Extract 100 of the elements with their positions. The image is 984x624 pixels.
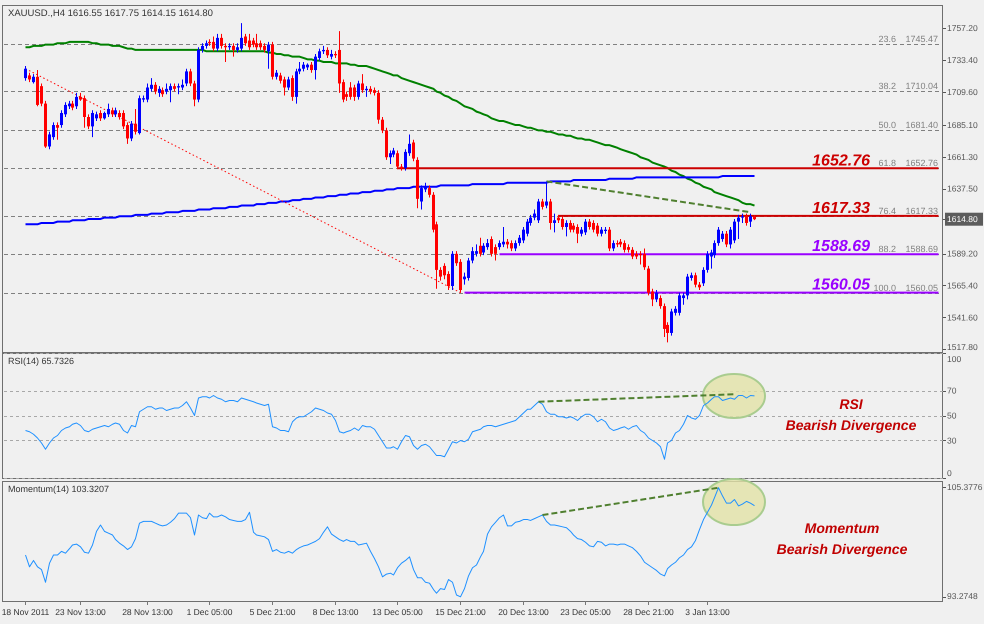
candlestick xyxy=(745,213,748,226)
ref-line-label: 50.0 1681.40 xyxy=(878,120,938,130)
candlestick xyxy=(381,116,384,134)
y-tick-label: 1685.10 xyxy=(947,120,978,130)
candlestick xyxy=(584,218,587,236)
candlestick xyxy=(240,22,243,52)
y-tick-label: 70 xyxy=(947,385,957,396)
candlestick xyxy=(193,80,196,107)
candlestick xyxy=(114,107,117,118)
candlestick xyxy=(275,70,278,80)
candlestick xyxy=(482,242,485,256)
candlestick xyxy=(608,226,611,252)
candlestick xyxy=(467,257,470,282)
y-tick-label: 1733.40 xyxy=(947,55,978,66)
x-tick-label: 18 Nov 2011 xyxy=(2,607,50,617)
series-label: 1617.33 xyxy=(812,200,870,217)
x-tick-label: 15 Dec 21:00 xyxy=(435,607,486,617)
candlestick xyxy=(592,220,595,233)
y-tick-label: 50 xyxy=(947,410,957,420)
x-tick-label: 20 Dec 13:00 xyxy=(498,607,550,617)
ref-line-label: 38.2 1710.04 xyxy=(878,81,938,91)
candlestick xyxy=(612,240,615,252)
candlestick xyxy=(514,240,517,252)
chart-title: RSI(14) 65.7326 xyxy=(8,356,74,366)
candlestick xyxy=(220,33,223,50)
candlestick xyxy=(389,150,392,164)
candlestick xyxy=(694,272,697,288)
candlestick xyxy=(471,246,474,264)
candlestick xyxy=(252,37,255,48)
y-tick-label: 1589.20 xyxy=(947,248,978,259)
x-tick-label: 8 Dec 13:00 xyxy=(312,607,359,617)
candlestick xyxy=(349,82,352,100)
candlestick xyxy=(600,226,603,237)
candlestick xyxy=(259,40,262,50)
candlestick xyxy=(56,122,59,140)
candlestick xyxy=(631,246,634,260)
series-label: 1560.05 xyxy=(812,276,872,294)
y-tick-label: 1517.80 xyxy=(947,342,978,352)
candlestick xyxy=(91,110,94,138)
candlestick xyxy=(357,80,360,100)
candlestick xyxy=(537,198,540,224)
candlestick xyxy=(212,36,215,52)
candlestick xyxy=(146,82,149,103)
candlestick xyxy=(263,42,266,54)
y-tick-label: 1637.50 xyxy=(947,184,978,194)
candlestick xyxy=(576,224,579,244)
candlestick xyxy=(279,72,282,84)
candlestick xyxy=(420,184,423,210)
candlestick xyxy=(111,107,114,118)
candlestick xyxy=(678,292,681,316)
candlestick xyxy=(353,84,356,102)
candlestick xyxy=(216,33,219,52)
y-tick-label: 100 xyxy=(947,354,962,364)
candlestick xyxy=(428,184,431,198)
candlestick xyxy=(134,108,137,135)
candlestick xyxy=(643,248,646,270)
candlestick xyxy=(439,266,442,282)
candlestick xyxy=(549,198,552,230)
x-tick-label: 23 Dec 05:00 xyxy=(560,607,612,617)
x-tick-label: 5 Dec 21:00 xyxy=(250,607,296,617)
candlestick xyxy=(189,68,192,87)
candlestick xyxy=(177,82,180,95)
candlestick xyxy=(154,82,157,95)
x-tick-label: 1 Dec 05:00 xyxy=(186,607,233,617)
candlestick xyxy=(255,33,258,50)
candlestick xyxy=(302,62,305,72)
y-tick-label: 1541.60 xyxy=(947,312,978,322)
candlestick xyxy=(475,244,478,257)
candlestick xyxy=(498,240,501,250)
candlestick xyxy=(185,68,188,87)
chart-title: XAUUSD.,H4 1616.55 1617.75 1614.15 1614.80 xyxy=(8,8,213,19)
candlestick xyxy=(510,240,513,252)
x-tick-label: 23 Nov 13:00 xyxy=(55,607,106,617)
y-tick-label: 0 xyxy=(947,468,952,478)
y-tick-label: 30 xyxy=(947,435,957,446)
candlestick xyxy=(737,214,740,240)
candlestick xyxy=(596,222,599,237)
candlestick xyxy=(553,213,556,233)
candlestick xyxy=(71,100,74,111)
candlestick xyxy=(588,218,591,230)
series-label: 1652.76 xyxy=(812,152,870,170)
candlestick xyxy=(99,110,102,122)
y-tick-label: 93.2748 xyxy=(947,590,978,601)
candlestick xyxy=(545,180,548,209)
candlestick xyxy=(158,86,161,98)
candlestick xyxy=(201,42,204,54)
y-tick-label: 1709.60 xyxy=(947,87,978,98)
candlestick xyxy=(721,230,724,242)
candlestick xyxy=(32,74,35,84)
candlestick xyxy=(526,218,529,237)
candlestick xyxy=(569,220,572,233)
candlestick xyxy=(224,42,227,63)
candlestick xyxy=(87,114,90,130)
annotation: RSI Bearish Divergence xyxy=(786,396,917,433)
ref-line-label: 76.4 1617.33 xyxy=(878,206,938,216)
candlestick xyxy=(181,78,184,91)
candlestick xyxy=(561,216,564,230)
candlestick xyxy=(310,62,313,74)
ref-line-label: 23.6 1745.47 xyxy=(878,34,938,44)
line-series xyxy=(24,40,756,207)
